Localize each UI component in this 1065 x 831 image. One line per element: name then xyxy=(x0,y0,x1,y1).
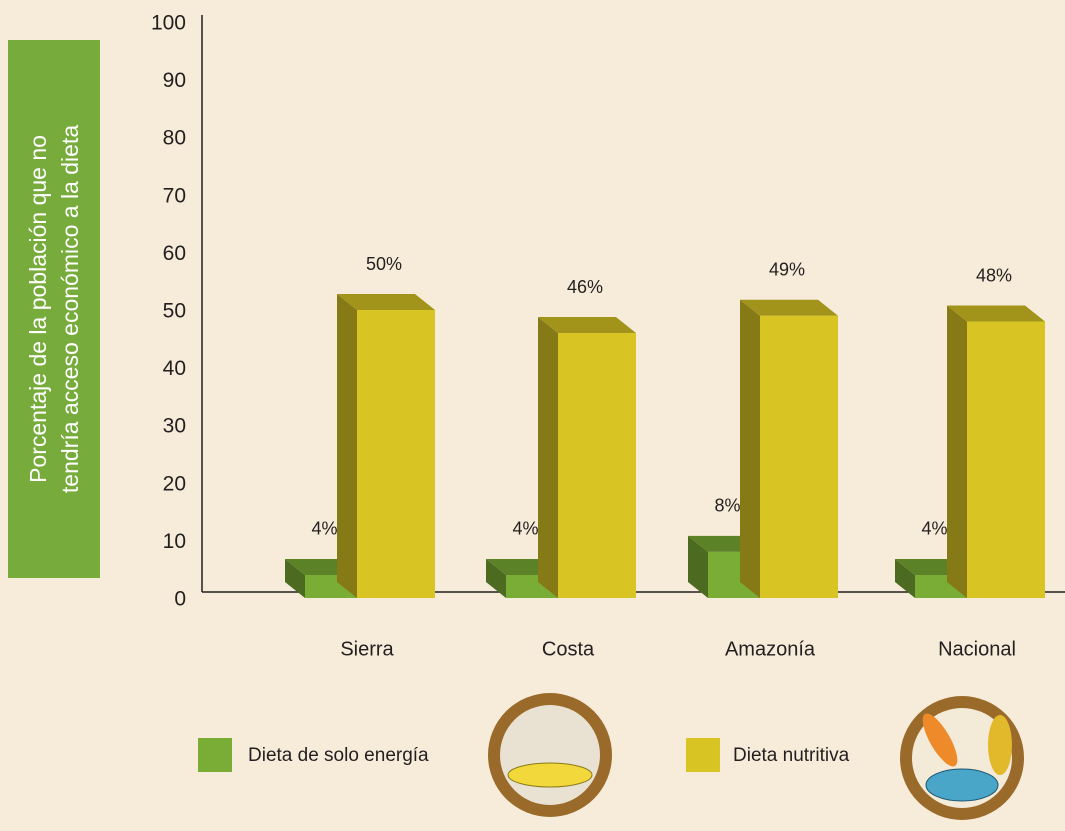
y-tick-label: 10 xyxy=(163,530,186,553)
x-tick-label: Nacional xyxy=(938,638,1016,660)
bar xyxy=(337,294,435,598)
legend-swatch xyxy=(198,738,232,772)
legend-label: Dieta nutritiva xyxy=(733,745,850,766)
bar-side xyxy=(285,558,305,598)
bar-front xyxy=(967,321,1045,598)
x-tick-label: Sierra xyxy=(340,638,394,660)
bar xyxy=(538,317,636,598)
y-tick-label: 100 xyxy=(151,12,186,35)
bar-front xyxy=(357,310,435,598)
y-axis-label: tendría acceso económico a la dieta xyxy=(57,125,83,493)
bar-side xyxy=(740,299,760,598)
value-label: 4% xyxy=(311,519,337,539)
y-tick-label: 20 xyxy=(163,472,186,495)
y-tick-label: 60 xyxy=(163,242,186,265)
x-tick-label: Costa xyxy=(542,638,595,660)
legend-label: Dieta de solo energía xyxy=(248,745,429,766)
y-tick-label: 0 xyxy=(174,588,186,611)
y-axis-label: Porcentaje de la población que no xyxy=(25,135,51,483)
value-label: 46% xyxy=(567,277,603,297)
y-tick-label: 40 xyxy=(163,357,186,380)
y-tick-label: 30 xyxy=(163,415,186,438)
bar-top xyxy=(337,294,435,310)
bar-top xyxy=(740,299,838,316)
legend-swatch xyxy=(686,738,720,772)
value-label: 4% xyxy=(921,519,947,539)
bar xyxy=(740,299,838,598)
bar xyxy=(947,305,1045,598)
value-label: 49% xyxy=(769,260,805,280)
bar-side xyxy=(895,558,915,598)
y-label-box xyxy=(8,40,100,578)
y-tick-label: 50 xyxy=(163,300,186,323)
y-tick-label: 90 xyxy=(163,69,186,92)
x-tick-label: Amazonía xyxy=(725,638,816,660)
icon-foods xyxy=(900,696,1024,820)
bar-side xyxy=(688,535,708,598)
y-tick-label: 70 xyxy=(163,184,186,207)
bar-side xyxy=(486,558,506,598)
value-label: 50% xyxy=(366,254,402,274)
bar-side xyxy=(947,305,967,598)
y-tick-label: 80 xyxy=(163,127,186,150)
bar-side xyxy=(337,294,357,598)
bar-front xyxy=(760,315,838,598)
bar-top xyxy=(947,305,1045,322)
value-label: 4% xyxy=(512,519,538,539)
value-label: 48% xyxy=(976,265,1012,285)
value-label: 8% xyxy=(714,496,740,516)
bar-front xyxy=(558,333,636,598)
bar-top xyxy=(538,317,636,334)
bar-side xyxy=(538,317,558,598)
icon-beans xyxy=(488,693,612,817)
